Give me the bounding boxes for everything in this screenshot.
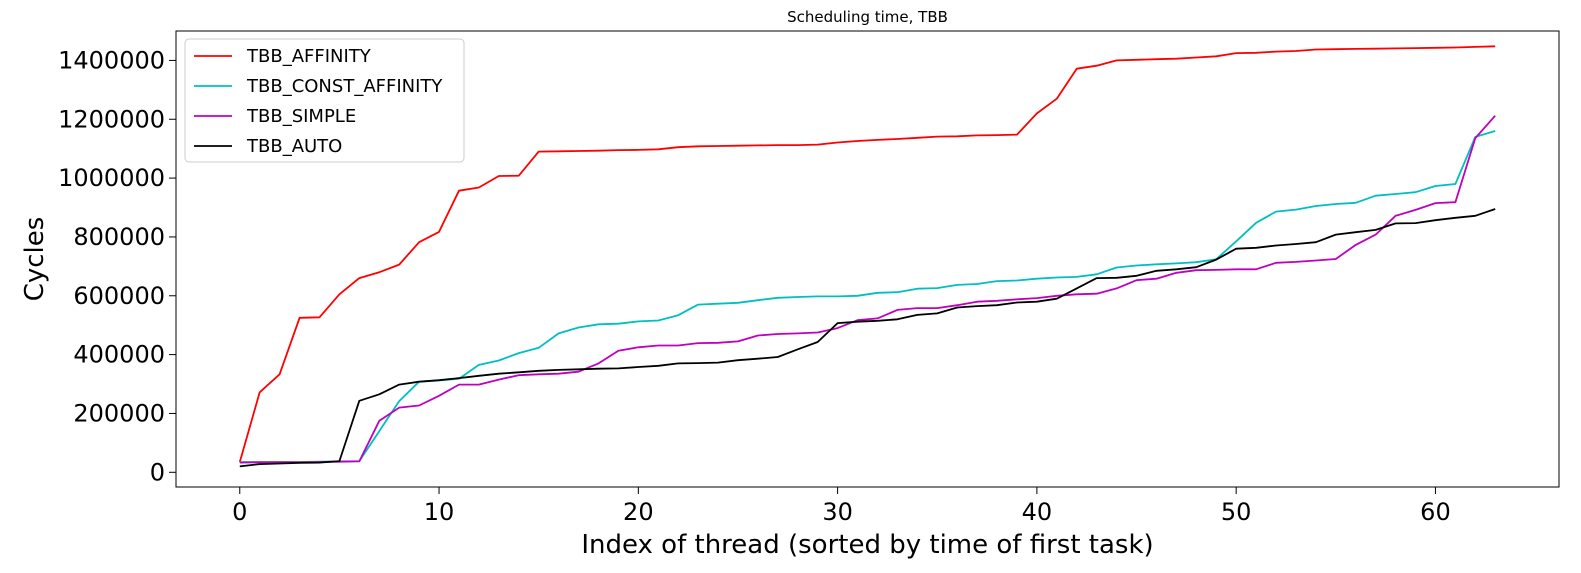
x-tick-label: 0 [232, 498, 247, 526]
series-lines [238, 45, 1496, 468]
x-axis-ticks: 0 10 20 30 40 50 60 [232, 487, 1451, 526]
y-tick-label: 800000 [73, 223, 165, 251]
y-tick-label: 0 [150, 458, 165, 486]
legend-label-tbb-const-affinity: TBB_CONST_AFFINITY [246, 76, 443, 97]
legend: TBB_AFFINITY TBB_CONST_AFFINITY TBB_SIMPLE… [184, 38, 465, 163]
x-tick-label: 30 [822, 498, 853, 526]
legend-label-tbb-affinity: TBB_AFFINITY [246, 46, 372, 67]
x-tick-label: 60 [1420, 498, 1451, 526]
y-tick-label: 400000 [73, 341, 165, 369]
y-tick-label: 1200000 [58, 105, 165, 133]
y-axis-label: Cycles [20, 217, 50, 302]
y-tick-label: 200000 [73, 399, 165, 427]
y-axis-ticks: 0 200000 400000 600000 800000 1000000 1200000 1… [58, 46, 176, 486]
series-line-tbb-affinity [238, 45, 1496, 463]
chart-title: Scheduling time, TBB [787, 8, 948, 26]
y-tick-label: 600000 [73, 282, 165, 310]
y-tick-label: 1400000 [58, 46, 165, 74]
legend-label-tbb-simple: TBB_SIMPLE [246, 106, 356, 127]
x-tick-label: 40 [1022, 498, 1053, 526]
y-tick-label: 1000000 [58, 164, 165, 192]
series-line-tbb-auto [239, 208, 1496, 468]
series-line-tbb-simple [239, 115, 1496, 464]
x-axis-label: Index of thread (sorted by time of first… [581, 530, 1153, 560]
x-tick-label: 20 [623, 498, 654, 526]
legend-label-tbb-auto: TBB_AUTO [246, 136, 342, 157]
legend-box [184, 38, 465, 163]
x-tick-label: 10 [424, 498, 455, 526]
x-tick-label: 50 [1221, 498, 1252, 526]
